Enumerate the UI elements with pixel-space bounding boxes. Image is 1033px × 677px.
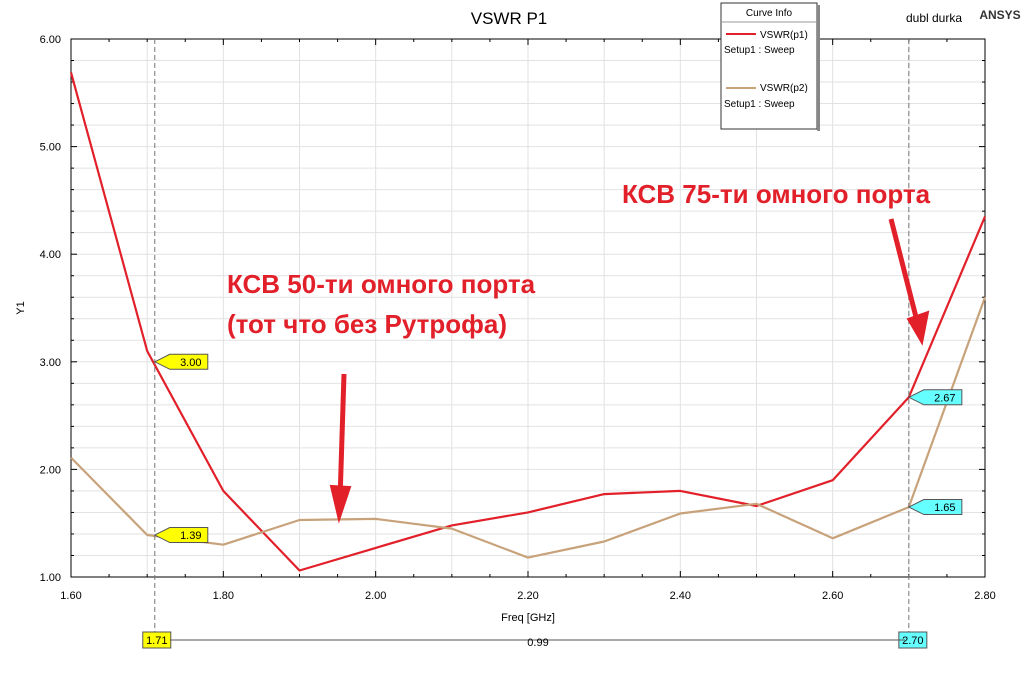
arrow-75-head xyxy=(906,310,930,346)
x-tick-label: 1.80 xyxy=(213,590,234,602)
y-tick-label: 4.00 xyxy=(40,249,61,261)
marker-tags: 1.71 2.70 3.00 1.39 2.67 1.65 xyxy=(142,353,963,649)
annotation-75-line1: КСВ 75-ти омного порта xyxy=(622,179,931,209)
marker-value-label: 2.67 xyxy=(934,392,955,404)
legend[interactable]: Curve Info VSWR(p1) Setup1 : Sweep VSWR(… xyxy=(720,2,820,131)
ansys-brand: ANSYS xyxy=(979,8,1020,22)
y-tick-label: 3.00 xyxy=(40,357,61,369)
arrow-75-shaft xyxy=(888,218,921,326)
delta-value: 0.99 xyxy=(527,637,548,649)
series-layer xyxy=(69,72,987,572)
x-tick-label: 2.40 xyxy=(670,590,691,602)
marker-value-label: 1.39 xyxy=(180,530,201,542)
y-tick-label: 5.00 xyxy=(40,142,61,154)
y-tick-label: 2.00 xyxy=(40,464,61,476)
marker-value-tag: 1.39 xyxy=(153,527,209,544)
axis-ticks: 1.60 1.80 2.00 2.20 2.40 2.60 2.80 1.00 2.00 3.00… xyxy=(40,34,996,602)
marker-value-flag xyxy=(907,499,963,516)
x-tick-label: 2.80 xyxy=(974,590,995,602)
arrow-50-shaft xyxy=(337,373,347,501)
annotation-75-ohm: КСВ 75-ти омного порта xyxy=(622,179,931,346)
x-tick-label: 2.60 xyxy=(822,590,843,602)
marker-value-tag: 3.00 xyxy=(153,353,209,370)
marker-value-label: 3.00 xyxy=(180,357,201,369)
annotation-50-line2: (тот что без Рутрофа) xyxy=(227,309,507,339)
chart-title: VSWR P1 xyxy=(471,9,548,28)
legend-setup-p1: Setup1 : Sweep xyxy=(724,45,795,56)
marker-value-flag xyxy=(907,389,963,406)
marker-lines xyxy=(154,39,910,647)
marker-value-label: 1.65 xyxy=(934,502,955,514)
x-axis-label: Freq [GHz] xyxy=(501,612,555,624)
annotation-50-ohm: КСВ 50-ти омного порта (тот что без Рутр… xyxy=(227,269,536,524)
y-tick-label: 1.00 xyxy=(40,572,61,584)
legend-title: Curve Info xyxy=(746,8,793,19)
legend-setup-p2: Setup1 : Sweep xyxy=(724,99,795,110)
legend-shadow xyxy=(817,5,820,131)
legend-series-p1: VSWR(p1) xyxy=(760,30,808,41)
marker-value-flag xyxy=(153,353,209,370)
arrow-50-head xyxy=(329,484,352,524)
legend-box xyxy=(720,2,818,130)
marker-x-label-2.70: 2.70 xyxy=(902,635,923,647)
x-tick-label: 2.20 xyxy=(517,590,538,602)
marker-x-label-1.71: 1.71 xyxy=(146,635,167,647)
annotation-50-line1: КСВ 50-ти омного порта xyxy=(227,269,536,299)
marker-value-tag: 2.67 xyxy=(907,389,963,406)
x-tick-label: 2.00 xyxy=(365,590,386,602)
marker-value-tag: 1.65 xyxy=(907,499,963,516)
project-name: dubl durka xyxy=(906,11,962,25)
legend-series-p2: VSWR(p2) xyxy=(760,83,808,94)
marker-value-flag xyxy=(153,527,209,544)
delta-measure: 0.99 xyxy=(170,637,905,649)
x-tick-label: 1.60 xyxy=(60,590,81,602)
y-tick-label: 6.00 xyxy=(40,34,61,46)
y-axis-label: Y1 xyxy=(15,301,27,314)
